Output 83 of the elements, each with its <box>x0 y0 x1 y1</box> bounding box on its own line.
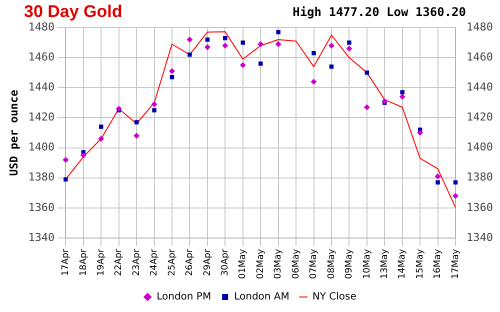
x-tick-label: 13May <box>380 248 390 280</box>
x-tick-label: 14May <box>398 248 408 280</box>
y-tick-label: 1420 <box>28 110 55 124</box>
y-tick-label: 1380 <box>28 170 55 184</box>
point <box>400 90 404 94</box>
legend-label: NY Close <box>312 292 356 303</box>
chart-title: 30 Day Gold <box>24 2 122 22</box>
y-tick-label: 1360 <box>28 200 55 214</box>
y-tick-label: 1340 <box>28 230 55 244</box>
point <box>328 42 334 49</box>
point <box>364 70 370 75</box>
point <box>346 46 352 52</box>
point <box>382 98 388 104</box>
y2-tick-label: 1380 <box>466 170 494 184</box>
x-tick-label: 16May <box>433 248 444 280</box>
point <box>134 120 139 124</box>
point <box>98 136 104 142</box>
x-tick-label: 07May <box>309 248 320 280</box>
point <box>134 132 140 139</box>
point <box>186 36 193 43</box>
x-tick-label: 18Apr <box>78 248 89 276</box>
point <box>258 41 264 48</box>
x-tick-label: 30Apr <box>220 248 231 276</box>
point <box>452 192 459 199</box>
y2-tick-label: 1400 <box>466 140 494 154</box>
y2-tick-label: 1480 <box>466 20 494 34</box>
x-tick-label: 01May <box>238 248 248 280</box>
point <box>116 106 122 112</box>
point <box>364 104 370 110</box>
x-tick-label: 26Apr <box>185 248 196 276</box>
point <box>80 152 86 158</box>
y2-tick-label: 1460 <box>466 50 494 64</box>
x-tick-label: 15May <box>415 248 426 280</box>
point <box>240 62 246 68</box>
x-tick-label: 24Apr <box>150 248 160 276</box>
legend-label: London AM <box>234 292 290 303</box>
point <box>436 180 440 184</box>
x-tick-label: 19Apr <box>96 248 106 276</box>
point <box>223 36 228 40</box>
point <box>258 62 263 66</box>
point <box>399 94 406 100</box>
point <box>312 51 316 56</box>
x-tick-label: 06May <box>291 248 302 280</box>
point <box>222 42 228 49</box>
point <box>453 180 458 184</box>
point <box>275 41 282 48</box>
x-tick-label: 29Apr <box>202 248 213 276</box>
y2-tick-label: 1440 <box>466 80 494 94</box>
point <box>188 52 192 57</box>
point <box>169 68 176 74</box>
y-tick-label: 1480 <box>28 20 55 34</box>
point <box>417 130 424 136</box>
point <box>151 101 158 108</box>
y-axis-title: USD per ounce <box>7 89 20 176</box>
x-tick-label: 17Apr <box>61 248 72 276</box>
x-tick-label: 09May <box>344 248 355 280</box>
x-tick-label: 08May <box>326 248 337 280</box>
y-tick-label: 1440 <box>28 80 55 94</box>
legend-label: London PM <box>156 292 212 303</box>
point <box>62 156 69 163</box>
text: High 1477.20 Low 1360.20 <box>292 5 466 19</box>
x-tick-label: 03May <box>274 248 284 280</box>
x-tick-label: 10May <box>362 248 372 280</box>
x-tick-label: 22Apr <box>114 248 124 276</box>
point <box>310 78 317 85</box>
point <box>434 173 441 180</box>
point <box>170 75 174 80</box>
point <box>152 108 156 112</box>
point <box>347 40 352 45</box>
y-tick-label: 1460 <box>28 50 55 64</box>
point <box>64 177 68 182</box>
y2-tick-label: 1420 <box>466 110 494 124</box>
x-tick-label: 17May <box>450 248 461 280</box>
x-tick-label: 23Apr <box>132 248 142 276</box>
point <box>99 124 104 129</box>
x-tick-label: 25Apr <box>167 248 178 276</box>
y2-tick-label: 1340 <box>466 230 494 244</box>
x-tick-label: 02May <box>256 248 266 280</box>
y2-tick-label: 1360 <box>466 200 494 214</box>
point <box>329 64 334 69</box>
y-tick-label: 1400 <box>28 140 55 154</box>
point <box>204 44 210 50</box>
point <box>276 30 280 34</box>
